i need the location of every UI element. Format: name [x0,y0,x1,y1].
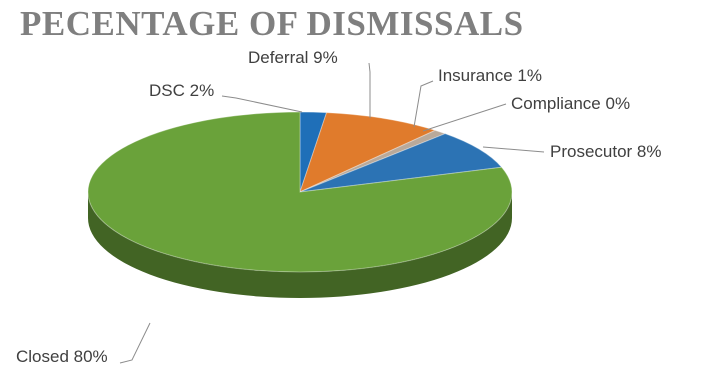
pie-slice-prosecutor [299,133,503,193]
leader-line-closed [119,322,151,364]
chart-title: PECENTAGE OF DISMISSALS [20,4,524,43]
data-label-compliance: Compliance 0% [511,94,630,113]
leader-line-insurance [413,80,434,128]
leader-line-prosecutor [482,146,545,153]
leader-line-dsc [221,95,303,113]
leader-line-deferral [368,62,371,118]
pie-slice-insurance [299,129,447,193]
pie-slice-closed [87,111,513,273]
data-label-prosecutor: Prosecutor 8% [550,142,662,161]
data-label-insurance: Insurance 1% [438,66,542,85]
leader-line-compliance [422,103,507,132]
data-label-dsc: DSC 2% [149,81,214,100]
pie-side-closed [88,192,512,298]
pie-slice-deferral [299,112,437,193]
data-label-closed: Closed 80% [16,347,108,366]
data-label-deferral: Deferral 9% [248,48,338,67]
